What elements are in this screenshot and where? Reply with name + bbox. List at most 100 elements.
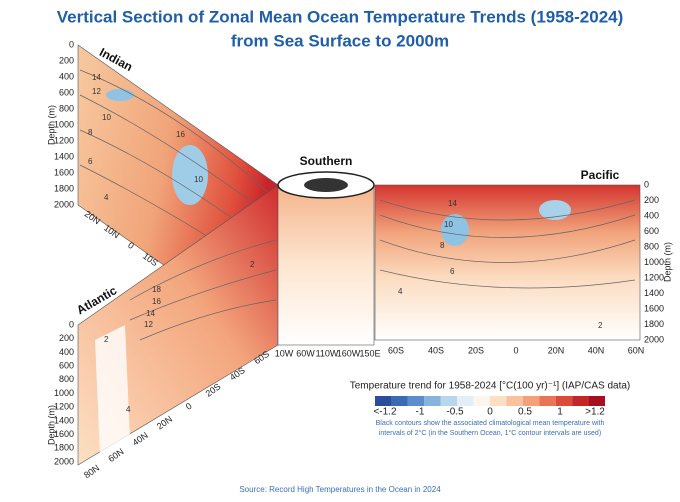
colorbar-swatch — [588, 396, 605, 406]
contour-label: 2 — [104, 335, 109, 344]
contour-label: 12 — [144, 320, 153, 329]
x-tick-label: 60S — [388, 345, 404, 355]
contour-line — [79, 69, 277, 281]
x-tick-label: 10W — [275, 348, 294, 358]
y-tick-label: 800 — [59, 374, 74, 384]
y-tick-label: 1400 — [644, 288, 664, 298]
y-tick-label: 1000 — [644, 257, 664, 267]
contour-label: 14 — [92, 73, 101, 82]
x-tick-label: 40N — [131, 430, 150, 448]
y-tick-label: 2000 — [54, 456, 74, 466]
contour-label: 14 — [146, 309, 155, 318]
contour-label: 8 — [88, 128, 93, 137]
y-tick-label: 200 — [59, 55, 74, 65]
contour-label: 12 — [92, 87, 101, 96]
axis-label: Depth (m) — [46, 405, 56, 445]
contour-label: 8 — [440, 241, 445, 250]
contour-label: 10 — [194, 175, 203, 184]
y-tick-label: 2000 — [54, 199, 74, 209]
title-line: Vertical Section of Zonal Mean Ocean Tem… — [57, 7, 624, 26]
contour-label: 14 — [448, 199, 457, 208]
title-line: from Sea Surface to 2000m — [231, 31, 449, 50]
y-tick-label: 800 — [59, 103, 74, 113]
y-tick-label: 200 — [59, 333, 74, 343]
y-tick-label: 0 — [644, 179, 649, 189]
colorbar-swatch — [539, 396, 556, 406]
y-tick-label: 400 — [644, 210, 659, 220]
y-tick-label: 800 — [644, 241, 659, 251]
y-tick-label: 600 — [59, 360, 74, 370]
x-tick-label: 160W — [337, 348, 361, 358]
x-tick-label: 20N — [548, 345, 565, 355]
colorbar-swatch — [391, 396, 408, 406]
colorbar-tick-label: >1.2 — [585, 407, 605, 418]
y-tick-label: 0 — [69, 39, 74, 49]
y-tick-label: 1200 — [54, 135, 74, 145]
y-tick-label: 600 — [644, 226, 659, 236]
y-tick-label: 1400 — [54, 151, 74, 161]
y-tick-label: 1800 — [54, 443, 74, 453]
colorbar-title: Temperature trend for 1958-2024 [°C(100 … — [350, 381, 631, 392]
colorbar-swatch — [522, 396, 540, 406]
colorbar-swatch — [572, 396, 589, 406]
colorbar-tick-label: <-1.2 — [373, 407, 397, 418]
contour-label: 6 — [88, 157, 93, 166]
colorbar-swatch — [506, 396, 523, 406]
y-tick-label: 1000 — [54, 119, 74, 129]
basin-label: Pacific — [581, 168, 620, 182]
axis-label: Depth (m) — [662, 242, 672, 282]
x-tick-label: 40N — [588, 345, 605, 355]
x-tick-label: 0 — [513, 345, 518, 355]
contour-line — [129, 239, 277, 341]
x-tick-label: 80N — [82, 463, 101, 481]
axis-label: Depth (m) — [46, 105, 56, 145]
y-tick-label: 1200 — [54, 402, 74, 412]
neutral-patch — [95, 325, 130, 455]
cooling-patch — [172, 145, 208, 205]
colorbar-swatch — [407, 396, 425, 406]
x-tick-label: 20S — [468, 345, 484, 355]
contour-label: 4 — [126, 405, 131, 414]
x-tick-label: 60N — [628, 345, 645, 355]
colorbar-swatch — [424, 396, 441, 406]
x-tick-label: 0 — [126, 240, 136, 251]
colorbar-tick-label: 0 — [487, 407, 493, 418]
colorbar-swatch — [555, 396, 573, 406]
y-tick-label: 1600 — [644, 303, 664, 313]
contour-label: 16 — [152, 297, 161, 306]
y-tick-label: 1000 — [54, 388, 74, 398]
colorbar: <-1.2 -1 -0.5 0 0.5 1 >1.2 — [373, 396, 605, 418]
y-tick-label: 2000 — [644, 334, 664, 344]
basin-label: Southern — [300, 154, 353, 168]
x-tick-label: 60W — [296, 348, 315, 358]
colorbar-swatch — [473, 396, 490, 406]
x-tick-label: 110W — [316, 348, 339, 358]
contour-label: 18 — [152, 285, 161, 294]
contour-label: 6 — [450, 267, 455, 276]
caption: Black contours show the associated clima… — [376, 420, 605, 427]
contour-line — [379, 199, 636, 289]
y-tick-label: 200 — [644, 195, 659, 205]
y-tick-label: 1600 — [54, 167, 74, 177]
y-tick-label: 600 — [59, 87, 74, 97]
contour-label: 2 — [250, 260, 255, 269]
colorbar-swatch — [440, 396, 458, 406]
colorbar-tick-label: -1 — [416, 407, 425, 418]
colorbar-swatch — [490, 396, 507, 406]
y-tick-label: 0 — [69, 319, 74, 329]
x-tick-label: 40S — [428, 345, 444, 355]
contour-label: 4 — [104, 193, 109, 202]
southern-panel — [277, 184, 375, 346]
caption: intervals of 2°C (in the Southern Ocean,… — [379, 429, 601, 437]
colorbar-swatch — [457, 396, 474, 406]
contour-label: 2 — [598, 321, 603, 330]
y-tick-label: 1600 — [54, 429, 74, 439]
cooling-patch — [539, 200, 571, 220]
y-tick-label: 1800 — [54, 183, 74, 193]
contour-label: 10 — [444, 220, 453, 229]
antarctica — [304, 178, 348, 192]
colorbar-tick-label: 1 — [557, 407, 563, 418]
cooling-patch — [441, 214, 469, 246]
source: Source: Record High Temperatures in the … — [239, 485, 441, 494]
